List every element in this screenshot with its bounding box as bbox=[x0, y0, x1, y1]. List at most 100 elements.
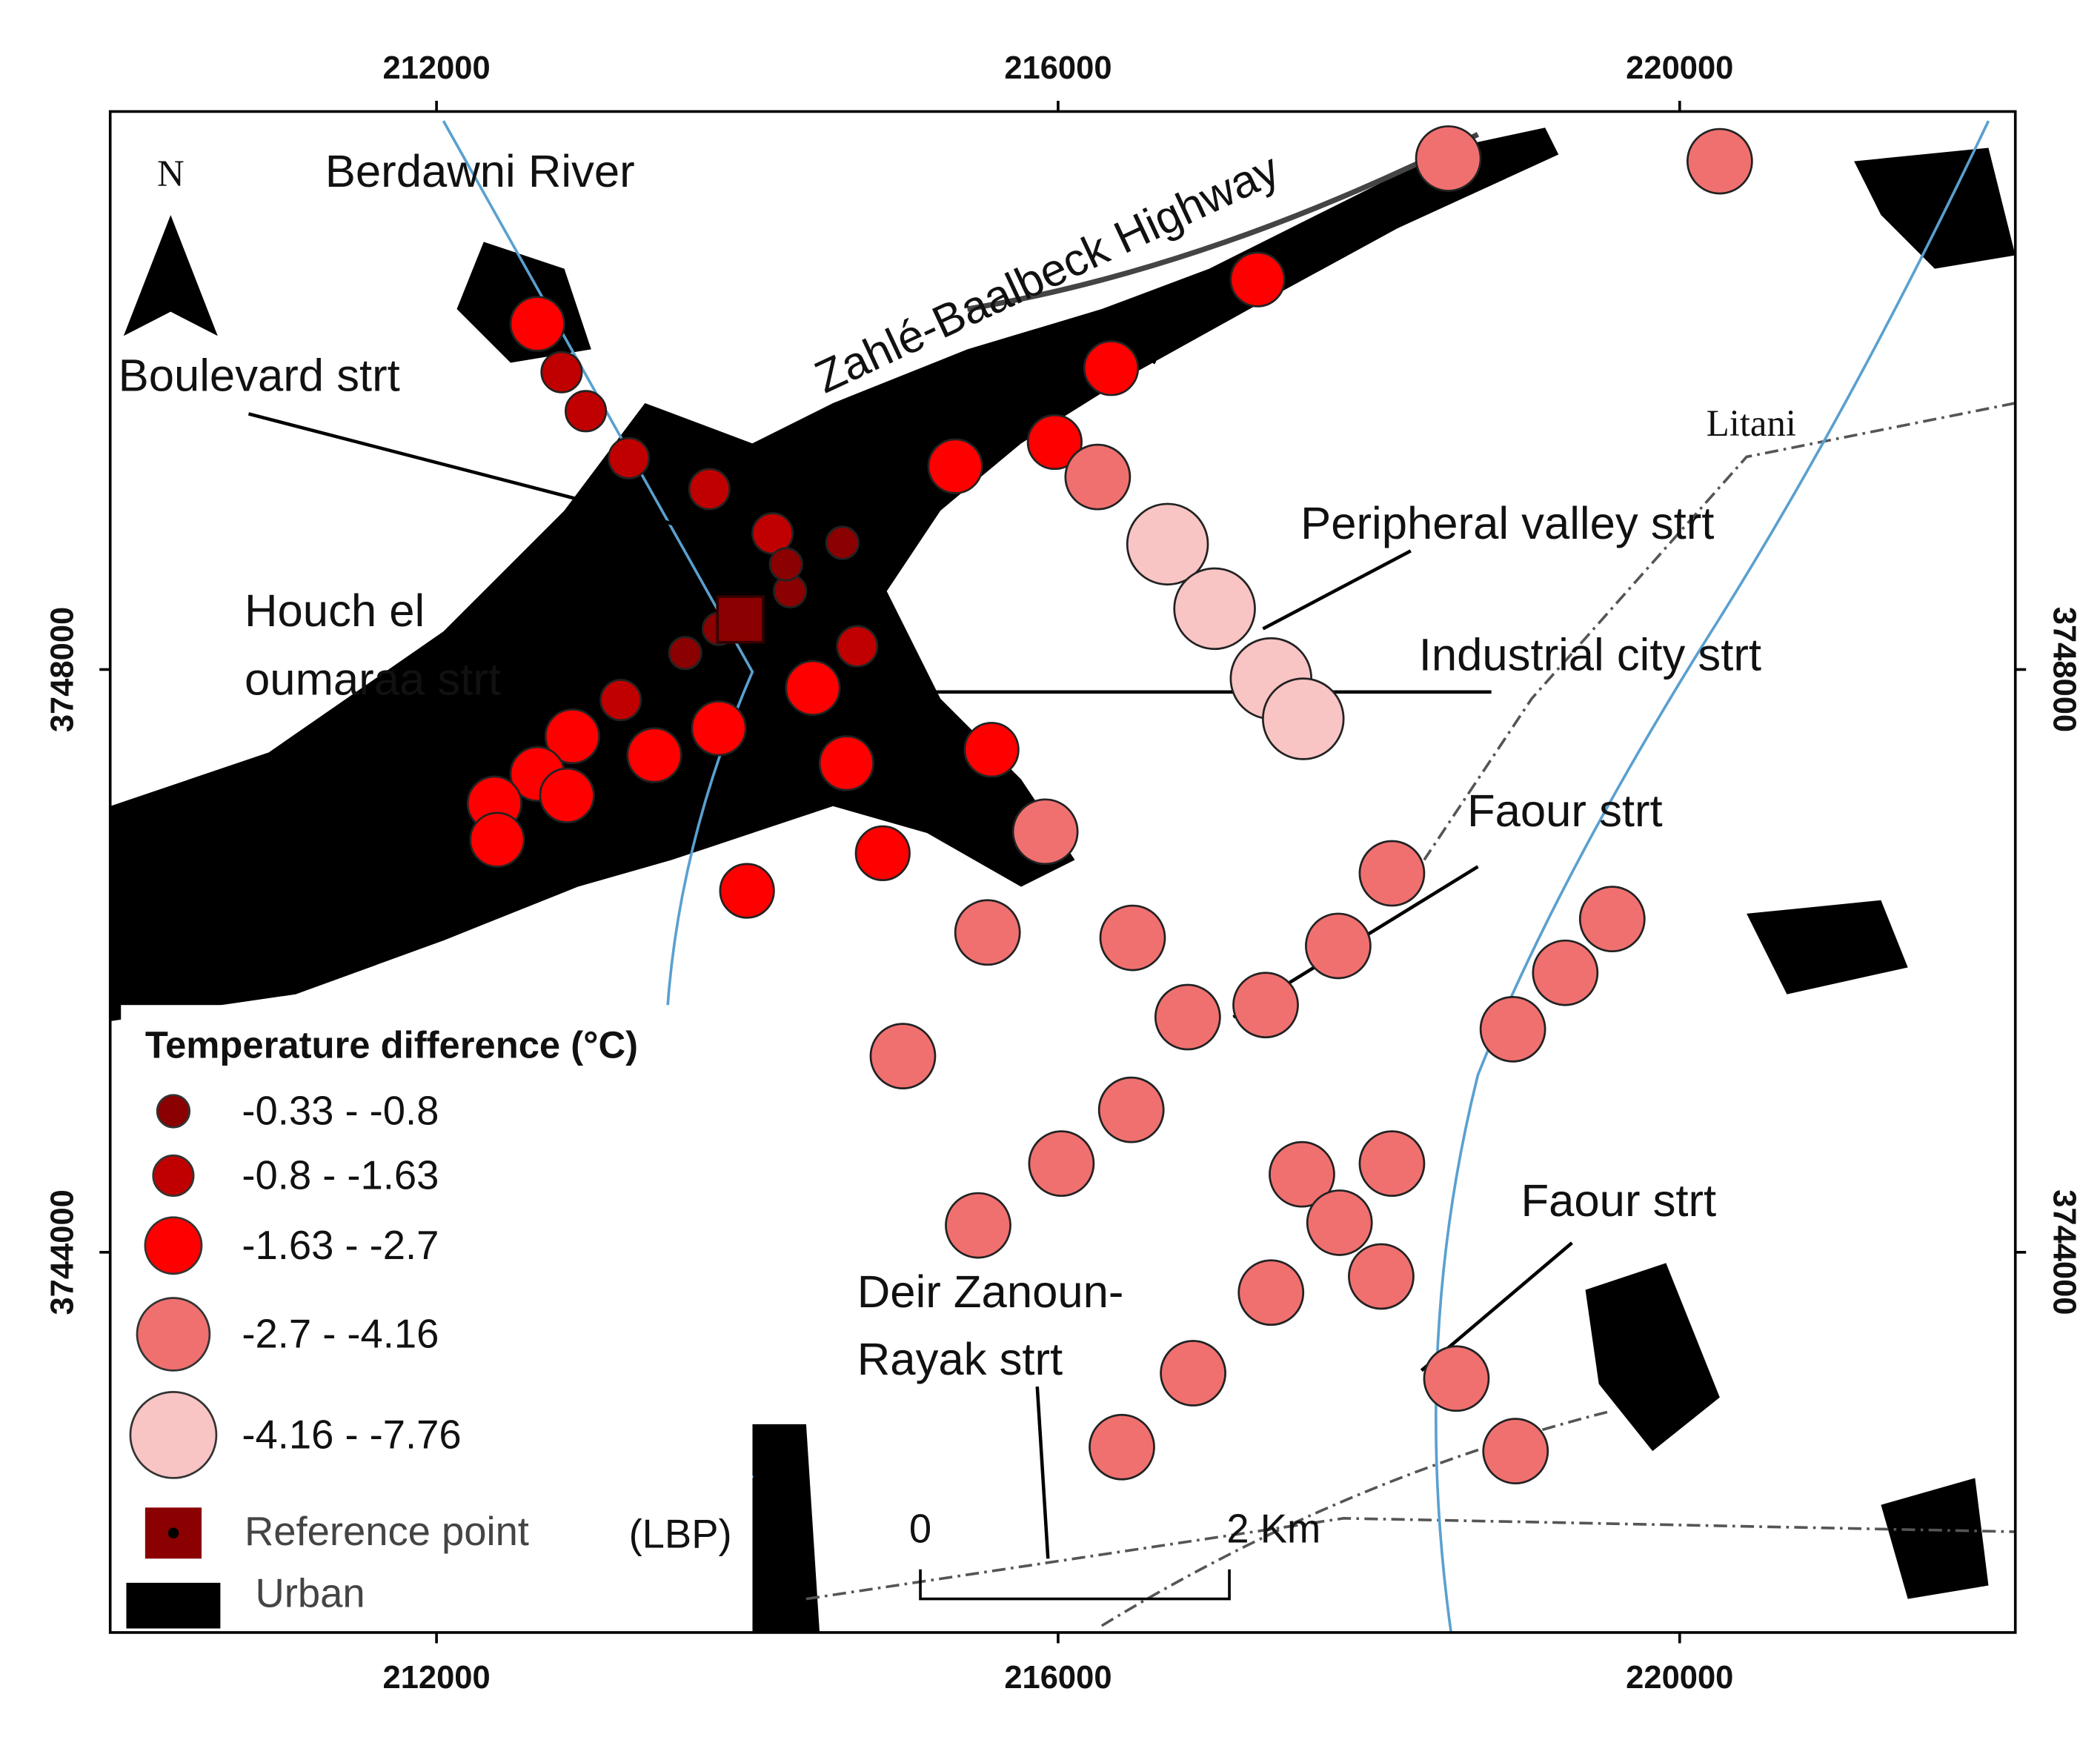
scale-end: 2 Km bbox=[1226, 1506, 1320, 1551]
legend-symbol bbox=[136, 1297, 211, 1372]
temperature-point bbox=[544, 708, 601, 765]
x-tick-label: 216000 bbox=[1004, 50, 1112, 86]
legend-urban: Urban bbox=[256, 1570, 365, 1616]
temperature-point bbox=[1269, 1140, 1335, 1208]
temperature-point bbox=[1089, 1413, 1155, 1481]
reference-point bbox=[716, 595, 765, 644]
label: Litani bbox=[1707, 402, 1796, 444]
x-tick-label: 212000 bbox=[383, 50, 491, 86]
temperature-point bbox=[599, 679, 642, 722]
temperature-point bbox=[1306, 1189, 1373, 1256]
temperature-point bbox=[825, 525, 860, 560]
temperature-point bbox=[1126, 502, 1209, 586]
label: oumaraa strt bbox=[245, 654, 501, 705]
temperature-point bbox=[854, 825, 911, 881]
temperature-point bbox=[1097, 1076, 1165, 1143]
temperature-point bbox=[1423, 1345, 1490, 1412]
temperature-point bbox=[540, 351, 583, 394]
temperature-point bbox=[1154, 983, 1221, 1051]
temperature-point bbox=[1173, 567, 1256, 651]
temperature-point bbox=[608, 436, 651, 479]
north-label: N bbox=[157, 153, 185, 194]
temperature-point bbox=[1229, 251, 1286, 308]
temperature-point bbox=[1358, 1130, 1426, 1198]
y-tick-label: 3744000 bbox=[45, 1189, 81, 1315]
temperature-point bbox=[1237, 1259, 1305, 1326]
temperature-point bbox=[1686, 127, 1753, 195]
coordinate-ticks: 212000 212000 216000 216000 220000 220000 3748… bbox=[45, 50, 2082, 1696]
legend-box bbox=[121, 1005, 753, 1633]
label: Boulevard strt bbox=[119, 351, 400, 402]
legend-title: Temperature difference (°C) bbox=[145, 1024, 638, 1066]
label: Faour strt bbox=[1467, 786, 1663, 837]
temperature-point bbox=[945, 1192, 1011, 1259]
temperature-point bbox=[1099, 904, 1166, 972]
legend-currency: (LBP) bbox=[629, 1512, 732, 1557]
legend-symbol bbox=[129, 1391, 218, 1479]
temperature-point bbox=[1083, 340, 1140, 396]
x-tick-label: 212000 bbox=[383, 1660, 491, 1696]
x-tick-label: 216000 bbox=[1004, 1660, 1112, 1696]
label: Industrial city strt bbox=[1419, 630, 1761, 681]
temperature-points bbox=[466, 125, 1753, 1485]
temperature-point bbox=[963, 722, 1020, 778]
x-tick-label: 220000 bbox=[1626, 50, 1733, 86]
legend-reference-dot bbox=[167, 1527, 179, 1539]
label: Peripheral valley strt bbox=[1300, 498, 1714, 549]
temperature-point bbox=[1415, 125, 1482, 192]
legend: -0.33 - -0.8 -0.8 - -1.63 -1.63 - -2.7 -2.7… bbox=[129, 1088, 462, 1479]
label: Faour strt bbox=[1521, 1175, 1717, 1226]
temperature-point bbox=[1358, 840, 1426, 907]
temperature-point bbox=[1262, 677, 1345, 760]
temperature-point bbox=[668, 636, 702, 671]
legend-symbol bbox=[152, 1154, 195, 1198]
temperature-point bbox=[1479, 995, 1546, 1063]
map-frame bbox=[108, 110, 2017, 1634]
temperature-point bbox=[1064, 443, 1132, 511]
x-tick-label: 220000 bbox=[1626, 1660, 1733, 1696]
y-tick-label: 3748000 bbox=[45, 607, 81, 732]
temperature-point bbox=[927, 438, 983, 494]
temperature-point bbox=[1232, 972, 1299, 1039]
temperature-point bbox=[869, 1023, 937, 1089]
temperature-point bbox=[691, 700, 747, 757]
label: Berdawni River bbox=[325, 146, 635, 197]
label: Deir Zanoun- bbox=[857, 1266, 1124, 1318]
legend-symbol bbox=[156, 1094, 191, 1129]
temperature-point bbox=[1305, 912, 1372, 980]
y-tick-label: 3748000 bbox=[2047, 607, 2082, 732]
temperature-point bbox=[836, 625, 879, 668]
temperature-point bbox=[539, 767, 595, 823]
temperature-point bbox=[469, 811, 525, 868]
legend-label: -0.8 - -1.63 bbox=[242, 1152, 439, 1198]
temperature-point bbox=[1011, 798, 1079, 866]
temperature-point bbox=[1482, 1418, 1549, 1485]
legend-label: -0.33 - -0.8 bbox=[242, 1088, 439, 1133]
temperature-point bbox=[509, 296, 565, 352]
temperature-point bbox=[719, 863, 775, 919]
legend-symbol bbox=[144, 1216, 203, 1275]
label: Houch el bbox=[245, 585, 425, 637]
temperature-point bbox=[626, 727, 682, 783]
temperature-point bbox=[818, 735, 874, 791]
temperature-point bbox=[1028, 1130, 1095, 1198]
temperature-point bbox=[1348, 1243, 1415, 1310]
road bbox=[966, 132, 1480, 312]
y-tick-label: 3744000 bbox=[2047, 1189, 2082, 1315]
temperature-point bbox=[768, 547, 803, 582]
north-arrow bbox=[123, 215, 218, 336]
legend-urban-symbol bbox=[126, 1582, 221, 1629]
temperature-point bbox=[1160, 1340, 1226, 1407]
temperature-point bbox=[1532, 939, 1599, 1006]
legend-label: -4.16 - -7.76 bbox=[242, 1412, 461, 1457]
scale-start: 0 bbox=[909, 1506, 931, 1551]
legend-reference: Reference point bbox=[245, 1509, 529, 1554]
label: Rayak strt bbox=[857, 1334, 1063, 1385]
legend-label: -2.7 - -4.16 bbox=[242, 1311, 439, 1356]
temperature-point bbox=[688, 468, 731, 511]
temperature-point bbox=[751, 512, 794, 555]
scale-bar bbox=[919, 1569, 1231, 1601]
temperature-point bbox=[954, 899, 1021, 966]
